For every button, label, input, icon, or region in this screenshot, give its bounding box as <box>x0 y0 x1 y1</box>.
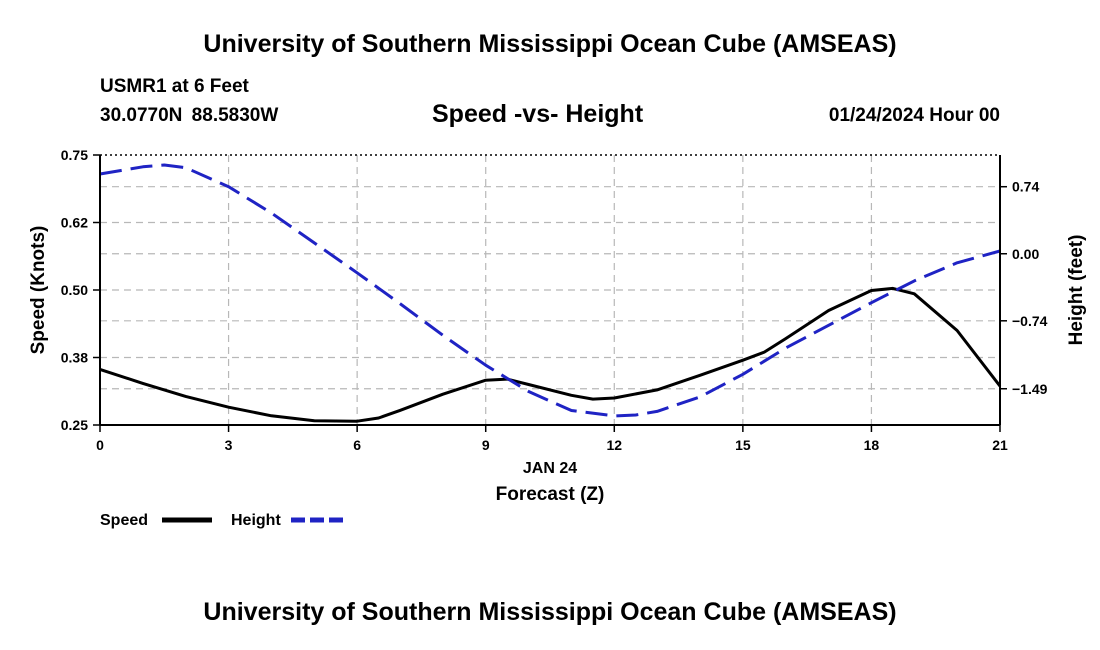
series-lines <box>99 163 1002 423</box>
footer-title: University of Southern Mississippi Ocean… <box>203 598 897 626</box>
x-tick-label: 15 <box>735 437 751 453</box>
left-axis-title: Speed (Knots) <box>28 226 49 355</box>
x-tick-label: 0 <box>96 437 104 453</box>
right-tick-label: 0.00 <box>1012 246 1039 262</box>
x-tick-label: 9 <box>482 437 490 453</box>
coordinates-label: 30.0770N 88.5830W <box>100 105 279 126</box>
x-axis-title: Forecast (Z) <box>496 484 605 505</box>
left-tick-label: 0.75 <box>61 147 88 163</box>
series-line-speed <box>99 286 1002 423</box>
left-tick-label: 0.62 <box>61 215 88 231</box>
legend-label-speed: Speed <box>100 512 148 529</box>
chart-subtitle: Speed -vs- Height <box>432 100 644 128</box>
legend: Speed Height <box>100 512 343 529</box>
x-tick-label: 3 <box>225 437 233 453</box>
station-label: USMR1 at 6 Feet <box>100 76 249 97</box>
right-tick-label: 0.74 <box>1012 179 1039 195</box>
x-tick-label: 21 <box>992 437 1008 453</box>
chart-title: University of Southern Mississippi Ocean… <box>203 30 897 58</box>
axes <box>93 154 1007 432</box>
series-line-height <box>99 163 1001 418</box>
axis-labels: 0 3 6 9 12 15 18 21 0.25 0.38 0.50 0.62 0.75 0.74 0.00… <box>61 147 1048 453</box>
grid-lines <box>100 155 1000 425</box>
x-tick-label: 18 <box>864 437 880 453</box>
right-axis-title: Height (feet) <box>1066 235 1087 346</box>
x-tick-label: 6 <box>353 437 361 453</box>
datetime-label: 01/24/2024 Hour 00 <box>828 105 1000 126</box>
left-tick-label: 0.50 <box>61 282 88 298</box>
right-tick-label: −1.49 <box>1012 381 1048 397</box>
left-tick-label: 0.25 <box>61 417 88 433</box>
legend-label-height: Height <box>231 512 281 529</box>
left-tick-label: 0.38 <box>61 350 88 366</box>
x-axis-date: JAN 24 <box>523 460 577 477</box>
x-tick-label: 12 <box>606 437 622 453</box>
right-tick-label: −0.74 <box>1012 313 1048 329</box>
